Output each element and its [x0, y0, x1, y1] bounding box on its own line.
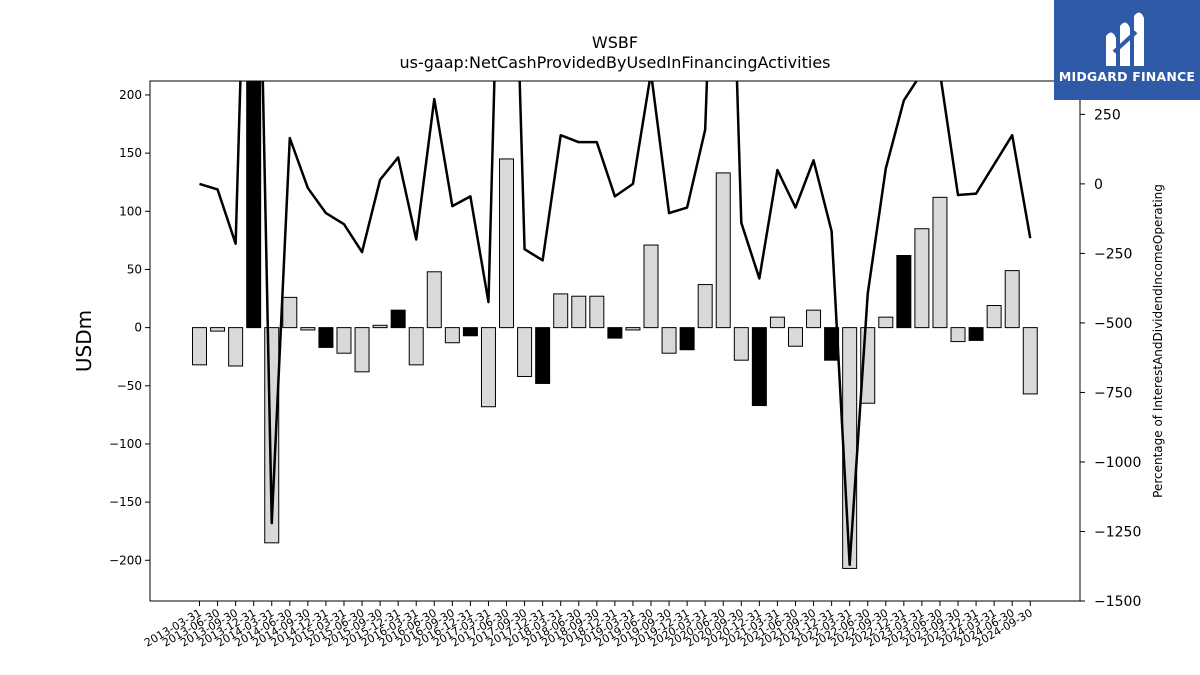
y2-tick-label: 0: [1094, 177, 1103, 193]
bar: [986, 305, 1002, 329]
bar: [733, 327, 749, 361]
chart-subtitle: us-gaap:NetCashProvidedByUsedInFinancing…: [399, 53, 830, 72]
y2-tick-label: −750: [1094, 385, 1132, 401]
x-axis: 2013-03-312013-06-302013-09-302013-12-31…: [142, 601, 1035, 650]
y-tick-label: −150: [109, 495, 142, 509]
bar: [896, 255, 912, 329]
bar: [480, 327, 496, 408]
bar: [192, 327, 207, 366]
bar: [1004, 270, 1020, 329]
line-series: [199, 81, 1032, 567]
bar: [499, 158, 515, 329]
y-tick-label: 150: [119, 146, 142, 160]
bar: [751, 327, 767, 407]
y2-tick-label: −500: [1094, 316, 1132, 332]
bar: [426, 271, 442, 329]
bar: [715, 172, 731, 329]
bar: [643, 244, 659, 329]
bar: [679, 327, 695, 351]
bar: [932, 196, 948, 329]
bar: [535, 327, 551, 384]
y2-tick-label: −1500: [1094, 594, 1141, 610]
bar: [878, 316, 894, 329]
bar: [228, 327, 244, 367]
bar: [697, 284, 713, 329]
bar: [787, 327, 803, 347]
midgard-logo-icon: [1106, 12, 1144, 67]
y-tick-label: 100: [119, 204, 142, 218]
brand-logo: MIDGARD FINANCE: [1054, 0, 1200, 100]
y-axis-right: −1500 −1250 −1000 −750 −500 −250 0 250: [1080, 107, 1141, 610]
bar: [607, 327, 623, 339]
y2-tick-label: −1000: [1094, 455, 1141, 471]
y-axis-left: −200 −150 −100 −50 0 50 100 150 200: [109, 88, 150, 567]
bar: [589, 295, 605, 329]
bar: [210, 327, 226, 332]
y2-axis-label: Percentage of InterestAndDividendIncomeO…: [1151, 184, 1165, 498]
bar: [571, 295, 587, 329]
y-axis-label: USDm: [72, 310, 96, 372]
bar: [517, 327, 533, 377]
bar: [282, 296, 298, 329]
y-tick-label: −100: [109, 437, 142, 451]
bar: [914, 228, 930, 329]
bar: [769, 316, 785, 329]
y-tick-label: 200: [119, 88, 142, 102]
bar: [661, 327, 677, 354]
y-tick-label: −200: [109, 553, 142, 567]
bar: [408, 327, 424, 366]
bar: [246, 81, 262, 329]
bar: [806, 309, 822, 329]
brand-name: MIDGARD FINANCE: [1058, 69, 1196, 84]
bar: [950, 327, 966, 343]
bar: [300, 327, 316, 331]
y2-tick-label: −250: [1094, 246, 1132, 262]
y-tick-label: 50: [127, 262, 142, 276]
bar: [553, 293, 569, 329]
y2-tick-label: 250: [1094, 107, 1121, 123]
bar: [842, 327, 858, 569]
y2-tick-label: −1250: [1094, 524, 1141, 540]
y-tick-label: 0: [134, 321, 142, 335]
bar: [318, 327, 334, 348]
chart-title: WSBF: [592, 33, 638, 52]
bar-series: [192, 81, 1038, 569]
bar: [625, 327, 641, 331]
bar: [444, 327, 460, 344]
bar: [462, 327, 478, 337]
bar: [372, 324, 388, 329]
line-path: [199, 81, 1032, 567]
bar: [354, 327, 370, 373]
y-tick-label: −50: [117, 379, 142, 393]
bar: [1022, 327, 1038, 395]
bar: [336, 327, 352, 354]
bar: [968, 327, 984, 341]
bar: [390, 309, 406, 329]
